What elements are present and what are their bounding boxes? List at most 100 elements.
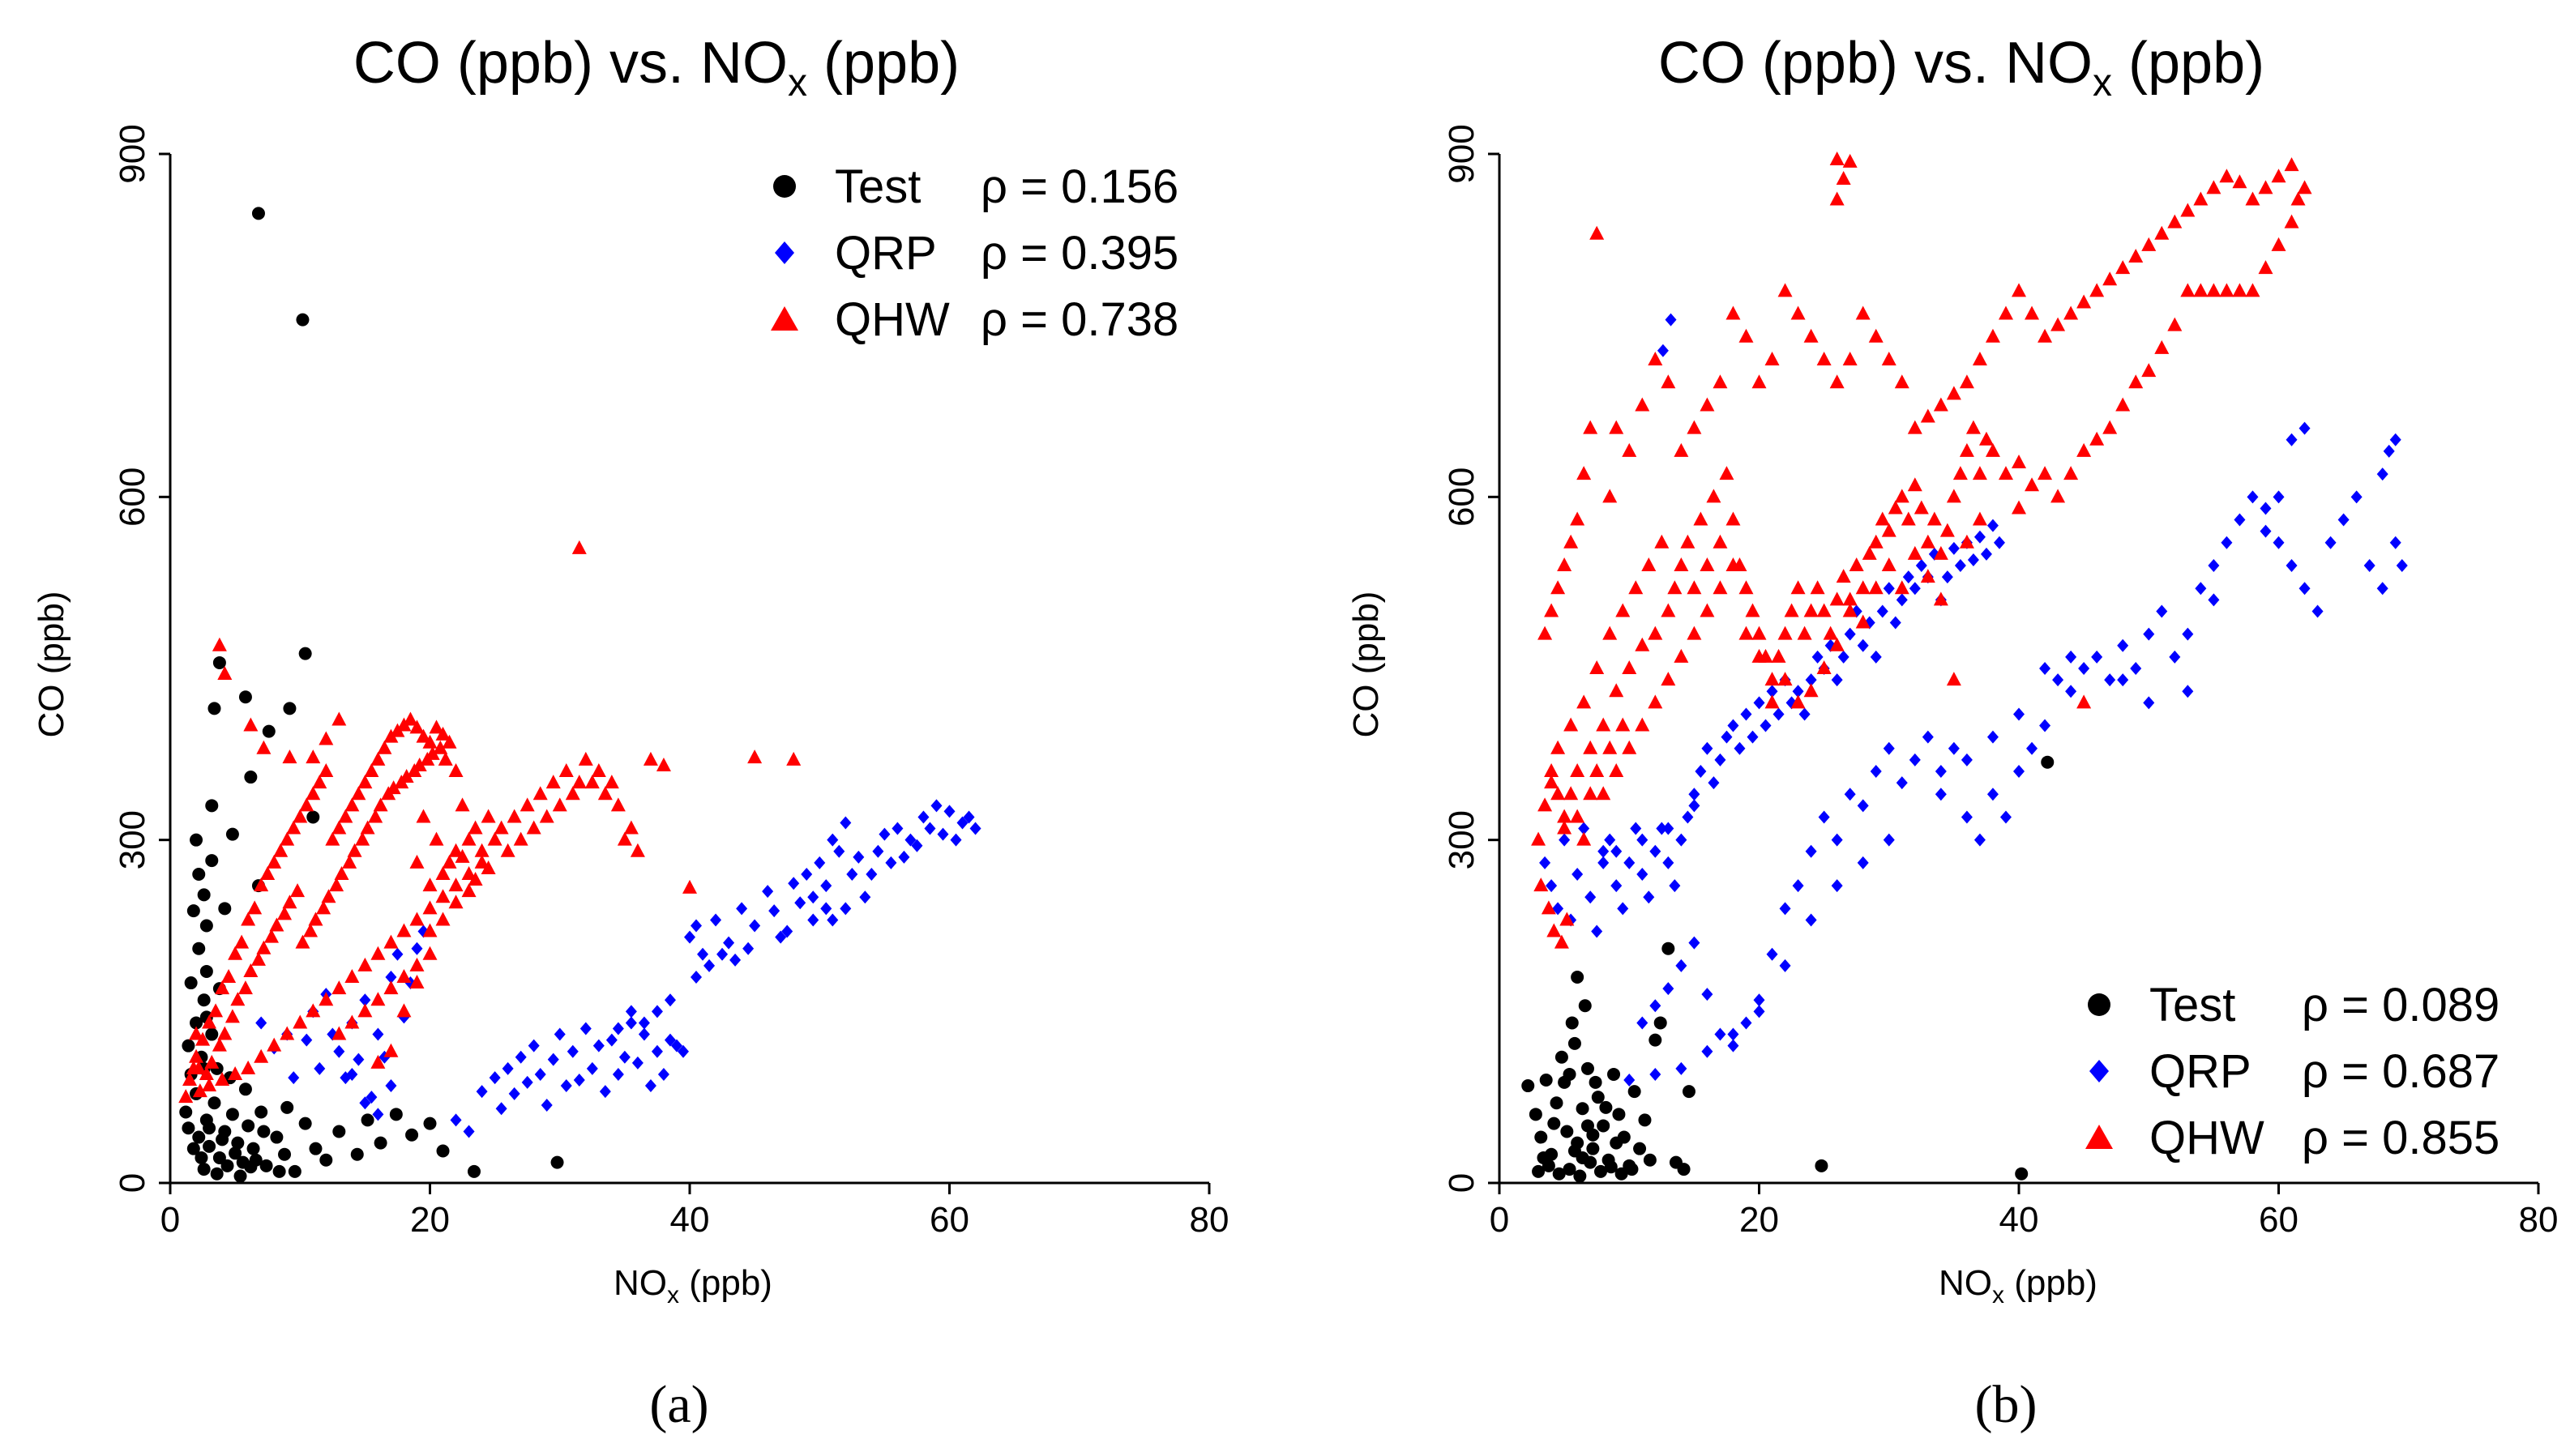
legend-b-qrp-marker <box>2089 1060 2109 1082</box>
point-qrp <box>599 1085 611 1099</box>
point-qhw <box>202 1014 217 1029</box>
point-qhw <box>344 797 360 812</box>
legend-b-qhw-label: QHW <box>2149 1112 2264 1164</box>
point-test <box>1586 1142 1600 1155</box>
point-qrp <box>1779 959 1791 972</box>
point-qrp <box>2234 513 2246 527</box>
series-qrp <box>1539 313 2408 1087</box>
point-test <box>1648 1033 1662 1047</box>
point-qrp <box>1662 856 1674 869</box>
point-test <box>1604 1160 1618 1174</box>
point-qrp <box>1999 810 2012 824</box>
point-qhw <box>461 866 477 880</box>
point-qhw <box>1952 466 1968 480</box>
chart-a: CO (ppb) vs. NOx (ppb) NOx (ppb) CO (ppb… <box>32 31 1229 1434</box>
point-qrp <box>1584 890 1597 904</box>
point-qrp <box>1688 788 1700 801</box>
point-test <box>205 1027 219 1041</box>
point-qhw <box>571 540 587 554</box>
point-qhw <box>370 1054 386 1069</box>
point-qhw <box>455 848 470 863</box>
point-qhw <box>1959 534 1974 549</box>
point-test <box>246 1142 260 1155</box>
point-qhw <box>2271 169 2286 183</box>
point-qhw <box>331 1026 347 1040</box>
point-qhw <box>2167 317 2183 331</box>
point-qrp <box>1701 988 1713 1001</box>
point-qrp <box>872 844 884 858</box>
point-qhw <box>507 809 522 823</box>
point-qhw <box>1933 591 1948 606</box>
point-qrp <box>1610 844 1623 858</box>
point-qrp <box>2260 502 2272 515</box>
point-qhw <box>433 740 448 754</box>
point-qhw <box>1829 191 1845 206</box>
point-qrp <box>541 1099 553 1112</box>
point-qhw <box>448 763 464 777</box>
point-qrp <box>898 850 910 864</box>
point-qhw <box>1881 352 1896 365</box>
point-qrp <box>820 879 832 893</box>
point-qhw <box>520 797 535 812</box>
point-qhw <box>1842 603 1858 617</box>
point-qrp <box>1766 947 1778 961</box>
point-qhw <box>293 809 308 823</box>
series-test <box>1521 755 2055 1183</box>
point-qrp <box>684 930 695 944</box>
point-qhw <box>319 763 334 777</box>
point-qrp <box>314 1061 326 1075</box>
point-qhw <box>565 786 580 801</box>
point-qhw <box>225 1009 240 1023</box>
series-test <box>179 207 564 1183</box>
point-qhw <box>2232 283 2247 297</box>
point-qhw <box>1959 442 1974 457</box>
point-qrp <box>1708 776 1720 790</box>
point-qhw <box>1576 831 1592 846</box>
point-test <box>242 1119 255 1133</box>
point-qrp <box>1572 868 1584 881</box>
point-test <box>1563 1067 1576 1081</box>
point-qhw <box>1998 466 2013 480</box>
point-qrp <box>651 1005 663 1018</box>
point-qhw <box>2050 489 2066 503</box>
point-qrp <box>742 941 755 955</box>
y-tick-label: 600 <box>1442 468 1482 527</box>
point-qrp <box>2039 719 2051 732</box>
point-qhw <box>558 763 574 777</box>
point-qhw <box>461 831 477 846</box>
point-qrp <box>1740 707 1752 721</box>
point-qhw <box>1810 580 1825 595</box>
point-qrp <box>2143 696 2155 710</box>
point-qrp <box>1902 570 1914 584</box>
point-test <box>2041 755 2055 769</box>
point-qhw <box>448 877 464 892</box>
point-qrp <box>1779 902 1791 916</box>
point-qrp <box>677 1044 689 1058</box>
point-qhw <box>500 843 515 857</box>
point-test <box>1607 1067 1621 1081</box>
point-qrp <box>1617 902 1629 916</box>
x-tick-label: 80 <box>1190 1200 1229 1240</box>
point-qhw <box>1868 534 1884 549</box>
point-test <box>298 1117 312 1130</box>
point-qrp <box>385 1079 397 1093</box>
point-qrp <box>664 1033 676 1047</box>
point-qhw <box>409 854 425 869</box>
point-qhw <box>373 797 388 812</box>
point-test <box>1521 1079 1535 1093</box>
point-qhw <box>623 820 639 835</box>
point-qhw <box>254 877 269 892</box>
legend-a-test-rho: ρ = 0.156 <box>981 160 1178 213</box>
point-qhw <box>1855 580 1871 595</box>
point-qhw <box>267 1037 282 1052</box>
point-qhw <box>1972 466 1987 480</box>
point-qhw <box>256 740 272 754</box>
point-qrp <box>1909 753 1921 766</box>
point-qhw <box>617 831 632 846</box>
point-qrp <box>2026 741 2038 755</box>
point-qhw <box>1965 420 1981 434</box>
point-qhw <box>455 797 470 812</box>
y-tick-label: 300 <box>1442 810 1482 869</box>
point-qhw <box>204 1054 220 1069</box>
